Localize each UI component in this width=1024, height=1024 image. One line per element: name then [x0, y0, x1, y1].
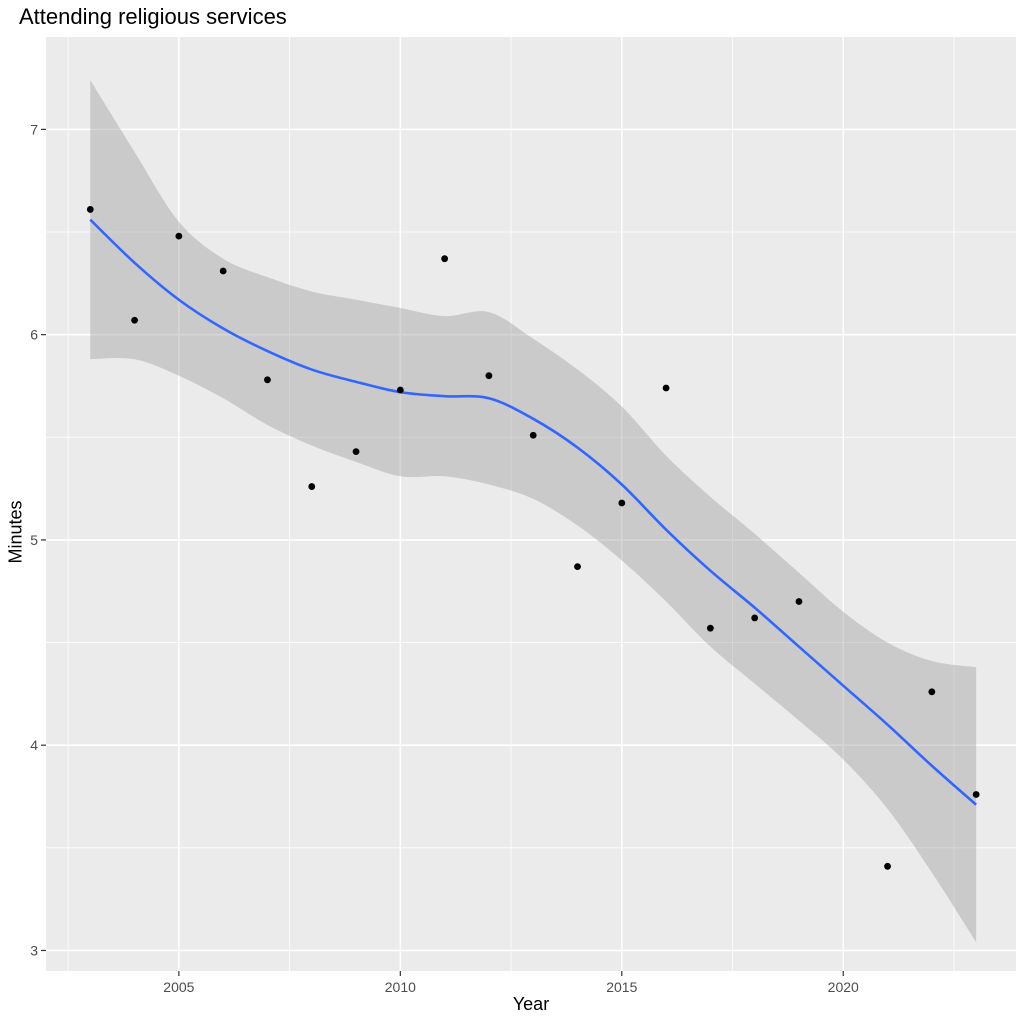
axis-ticks: [41, 128, 844, 976]
x-tick-label: 2005: [163, 979, 194, 995]
data-point: [972, 791, 980, 798]
confidence-band: [90, 80, 977, 943]
y-tick-label: 7: [30, 121, 38, 137]
data-point: [751, 614, 759, 622]
data-point: [662, 384, 670, 392]
minor-gridlines: [46, 37, 1016, 971]
y-tick-label: 5: [30, 532, 38, 548]
data-point: [574, 563, 581, 571]
x-tick-label: 2015: [606, 979, 637, 995]
data-point: [706, 624, 714, 632]
data-point: [175, 232, 183, 240]
data-points: [86, 206, 980, 870]
data-point: [441, 255, 449, 263]
x-tick-label: 2010: [385, 979, 416, 995]
x-tick-label: 2020: [828, 979, 859, 995]
plot-panel: [46, 37, 1016, 971]
data-point: [308, 483, 316, 490]
data-point: [884, 862, 891, 870]
smooth-trend-line: [89, 218, 977, 806]
data-point: [485, 372, 493, 380]
data-point: [86, 206, 94, 213]
axis-tick-labels: 2005 2010 2015 2020 3 4 5 6 7: [30, 121, 859, 995]
data-point: [928, 688, 936, 696]
data-point: [529, 431, 537, 439]
chart-title: Attending religious services: [19, 4, 287, 29]
y-tick-label: 4: [30, 737, 38, 753]
x-axis-label: Year: [512, 994, 550, 1014]
data-point: [264, 376, 271, 384]
major-gridlines: [46, 37, 1016, 971]
data-point: [396, 386, 404, 394]
y-tick-label: 6: [30, 327, 38, 343]
data-point: [352, 448, 360, 456]
data-point: [795, 598, 803, 605]
y-tick-label: 3: [30, 942, 38, 958]
data-point: [618, 499, 626, 507]
data-point: [131, 316, 138, 324]
data-point: [219, 267, 227, 275]
